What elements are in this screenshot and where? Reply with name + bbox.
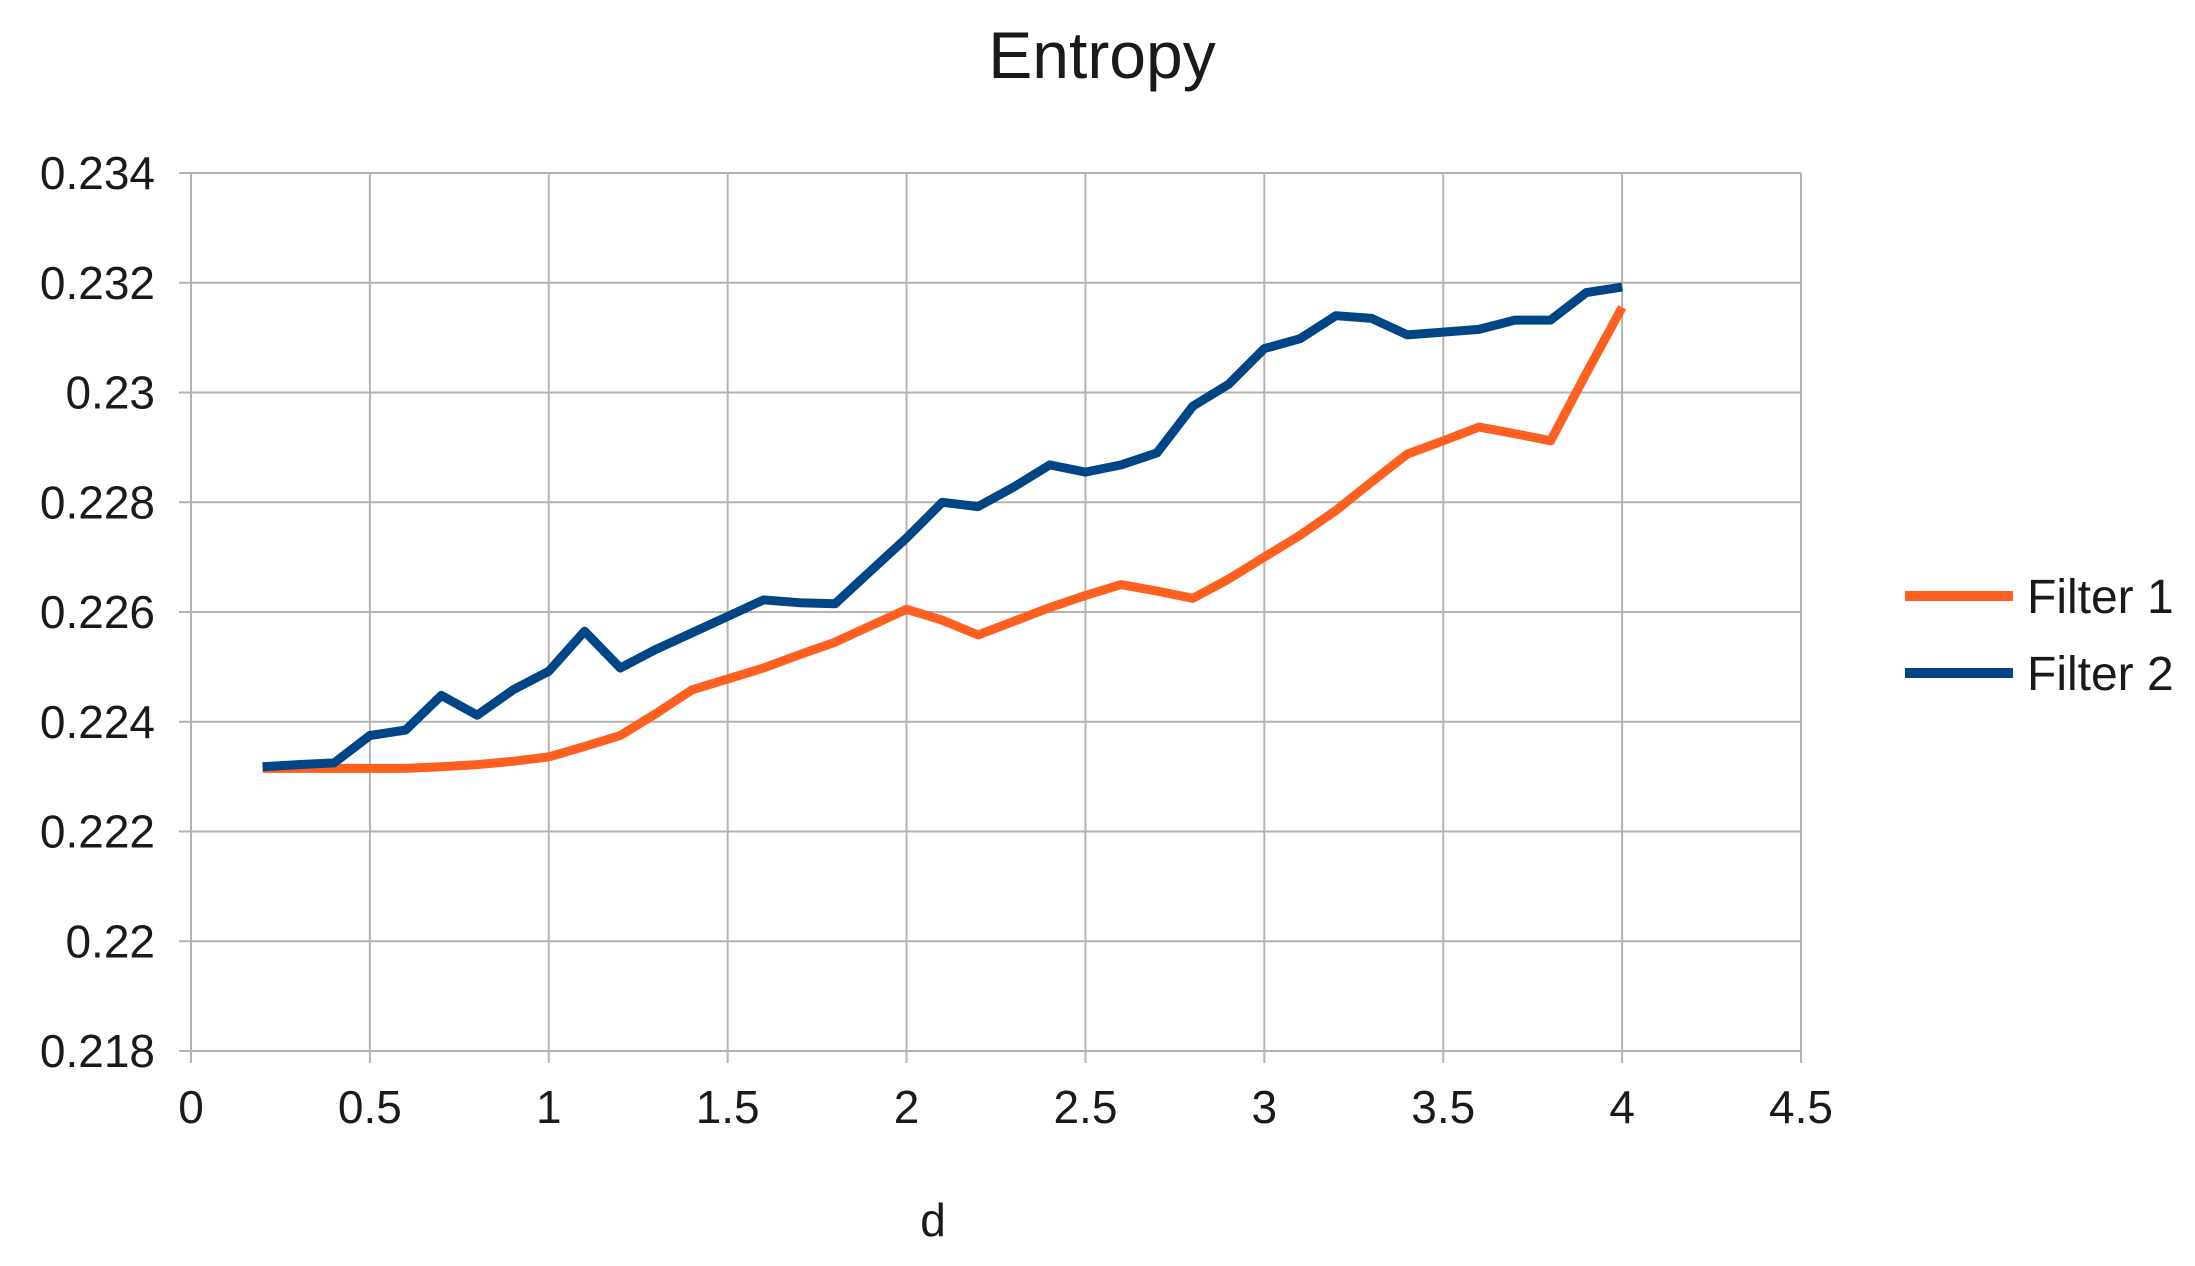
- y-tick-label: 0.218: [40, 1025, 155, 1077]
- legend-label-filter-2: Filter 2: [2027, 648, 2174, 701]
- y-tick-label: 0.232: [40, 257, 155, 309]
- horizontal-gridlines: [179, 172, 1801, 1052]
- x-axis-tick-labels: 0 0.5 1 1.5 2 2.5 3 3.5 4 4.5: [178, 1081, 1833, 1133]
- legend: Filter 1 Filter 2: [1905, 571, 2174, 701]
- y-axis-tick-labels: 0.218 0.22 0.222 0.224 0.226 0.228 0.23 0.232 0.…: [40, 147, 155, 1077]
- chart-title: Entropy: [988, 18, 1215, 92]
- y-tick-label: 0.22: [65, 915, 155, 967]
- y-tick-label: 0.224: [40, 696, 155, 748]
- x-tick-label: 2.5: [1053, 1081, 1117, 1133]
- x-tick-label: 3.5: [1411, 1081, 1475, 1133]
- y-tick-label: 0.226: [40, 586, 155, 638]
- x-tick-label: 4.5: [1769, 1081, 1833, 1133]
- x-tick-label: 2: [894, 1081, 920, 1133]
- x-axis-label: d: [920, 1194, 946, 1246]
- series-line-filter-2: [262, 282, 1623, 772]
- vertical-gridlines: [190, 173, 1802, 1063]
- legend-label-filter-1: Filter 1: [2027, 571, 2174, 624]
- x-tick-label: 4: [1609, 1081, 1635, 1133]
- x-tick-label: 0: [178, 1081, 204, 1133]
- x-tick-label: 3: [1252, 1081, 1278, 1133]
- y-tick-label: 0.222: [40, 806, 155, 858]
- y-tick-label: 0.234: [40, 147, 155, 199]
- x-tick-label: 0.5: [338, 1081, 402, 1133]
- x-tick-label: 1.5: [696, 1081, 760, 1133]
- y-tick-label: 0.23: [65, 367, 155, 419]
- series-lines: [262, 282, 1627, 773]
- series-line-filter-1: [262, 305, 1627, 773]
- x-tick-label: 1: [536, 1081, 562, 1133]
- y-tick-label: 0.228: [40, 476, 155, 528]
